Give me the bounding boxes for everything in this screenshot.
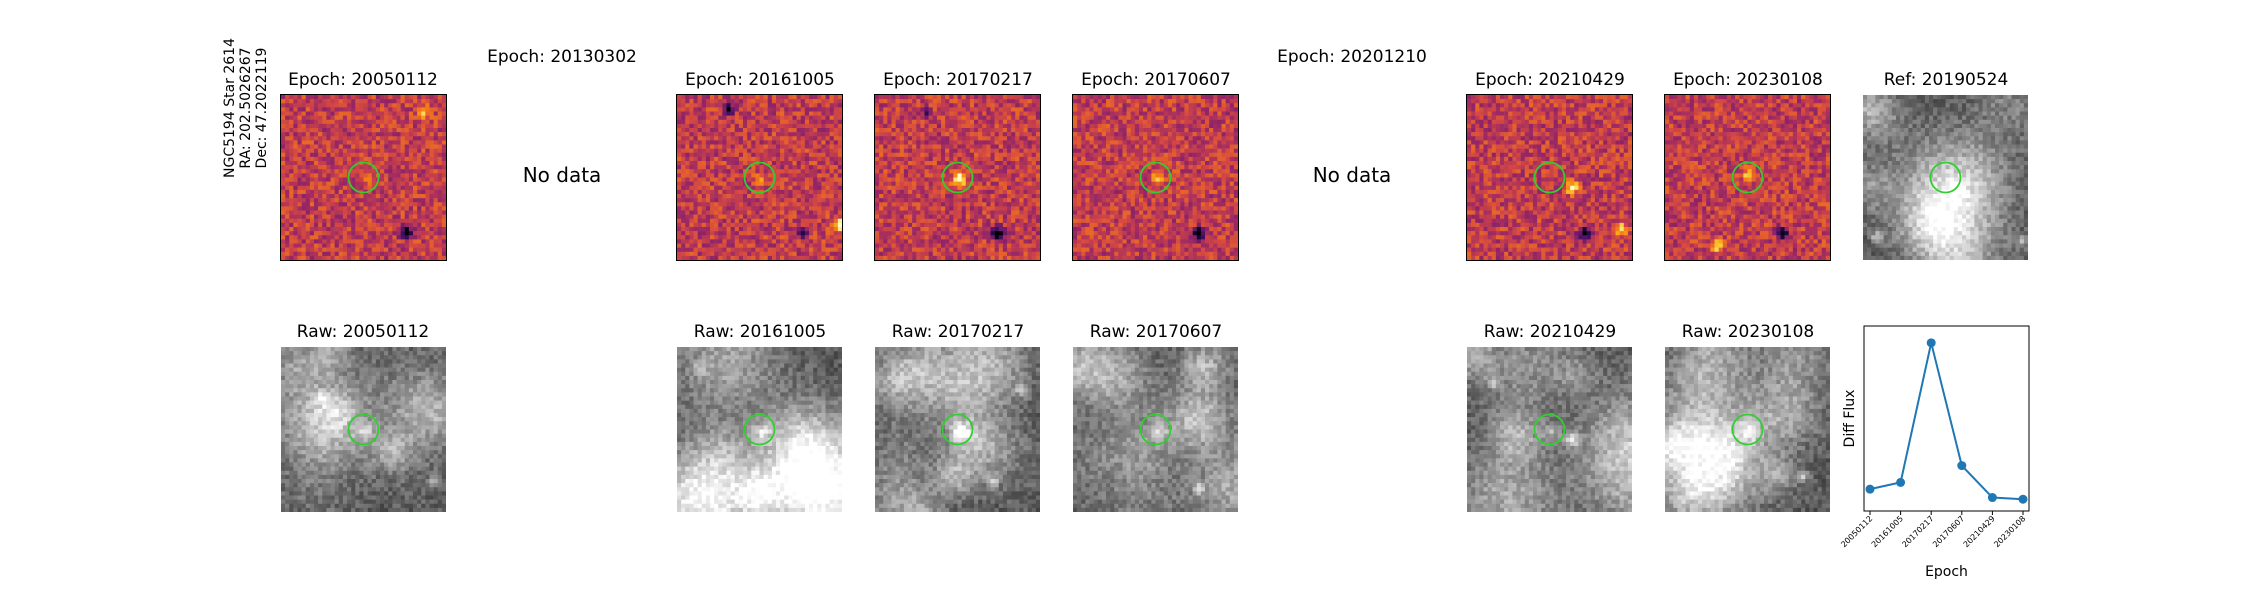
diff-title-5: Epoch: 20170607 xyxy=(1081,70,1231,90)
aperture-circle xyxy=(1533,161,1566,194)
aperture-circle xyxy=(743,161,776,194)
raw-image-20161005 xyxy=(677,347,842,512)
x-tick-label-20170607: 20170607 xyxy=(1931,514,1966,549)
plot-frame xyxy=(1863,325,2030,512)
aperture-circle xyxy=(941,161,974,194)
pixel-grid xyxy=(677,95,842,260)
raw-title-4: Raw: 20170607 xyxy=(1090,322,1223,342)
light-curve-chart: 2005011220161005201702172017060720210429… xyxy=(1839,325,2030,580)
target-dec: Dec: 47.2022119 xyxy=(254,38,270,178)
pixel-grid xyxy=(281,347,446,512)
diff-title-4: Epoch: 20170217 xyxy=(883,70,1033,90)
aperture-circle xyxy=(1533,413,1566,446)
series-line xyxy=(1869,342,2024,501)
diff-title-3: Epoch: 20161005 xyxy=(685,70,835,90)
raw-image-20170217 xyxy=(875,347,1040,512)
data-point-20210429 xyxy=(1987,493,1997,503)
diff-title-8: Epoch: 20230108 xyxy=(1673,70,1823,90)
x-tick-label-20050112: 20050112 xyxy=(1839,514,1874,549)
ref-image-20190524 xyxy=(1863,95,2028,260)
aperture-circle xyxy=(347,161,380,194)
diff-image-20210429 xyxy=(1466,94,1633,261)
pixel-grid xyxy=(1467,95,1632,260)
target-name: NGC5194 Star 2614 xyxy=(222,38,238,178)
diff-title-6: Epoch: 20201210 xyxy=(1277,47,1427,67)
raw-title-2: Raw: 20161005 xyxy=(694,322,827,342)
diff-image-20161005 xyxy=(676,94,843,261)
aperture-circle xyxy=(1929,161,1962,194)
pixel-grid xyxy=(1863,95,2028,260)
aperture-circle xyxy=(1139,413,1172,446)
aperture-circle xyxy=(347,413,380,446)
data-point-20050112 xyxy=(1865,484,1875,494)
pixel-grid xyxy=(1665,95,1830,260)
data-point-20230108 xyxy=(2018,494,2028,504)
x-tick-label-20161005: 20161005 xyxy=(1870,514,1905,549)
diff-image-20170217 xyxy=(874,94,1041,261)
pixel-grid xyxy=(677,347,842,512)
pixel-grid xyxy=(1665,347,1830,512)
target-ra: RA: 202.5026267 xyxy=(238,38,254,178)
pixel-grid xyxy=(1467,347,1632,512)
raw-image-20050112 xyxy=(281,347,446,512)
diff-title-2: Epoch: 20130302 xyxy=(487,47,637,67)
diff-image-20050112 xyxy=(280,94,447,261)
raw-image-20210429 xyxy=(1467,347,1632,512)
x-axis-label: Epoch xyxy=(1925,564,1968,580)
pixel-grid xyxy=(875,95,1040,260)
raw-title-5: Raw: 20210429 xyxy=(1484,322,1617,342)
pixel-grid xyxy=(1073,95,1238,260)
no-data-20201210: No data xyxy=(1313,163,1392,187)
pixel-grid xyxy=(1073,347,1238,512)
aperture-circle xyxy=(1731,161,1764,194)
pixel-grid xyxy=(875,347,1040,512)
aperture-circle xyxy=(941,413,974,446)
raw-title-1: Raw: 20050112 xyxy=(297,322,430,342)
x-tick-label-20210429: 20210429 xyxy=(1962,514,1997,549)
aperture-circle xyxy=(743,413,776,446)
raw-title-3: Raw: 20170217 xyxy=(892,322,1025,342)
y-axis-label: Diff Flux xyxy=(1842,390,1858,448)
raw-image-20230108 xyxy=(1665,347,1830,512)
x-tick-label-20230108: 20230108 xyxy=(1992,514,2027,549)
aperture-circle xyxy=(1731,413,1764,446)
data-point-20161005 xyxy=(1896,477,1906,487)
pixel-grid xyxy=(281,95,446,260)
diff-image-20170607 xyxy=(1072,94,1239,261)
no-data-20130302: No data xyxy=(523,163,602,187)
data-point-20170217 xyxy=(1926,338,1936,348)
diff-title-7: Epoch: 20210429 xyxy=(1475,70,1625,90)
diff-title-1: Epoch: 20050112 xyxy=(288,70,438,90)
raw-title-6: Raw: 20230108 xyxy=(1682,322,1815,342)
aperture-circle xyxy=(1139,161,1172,194)
ref-title: Ref: 20190524 xyxy=(1884,70,2009,90)
x-tick-label-20170217: 20170217 xyxy=(1900,514,1935,549)
raw-image-20170607 xyxy=(1073,347,1238,512)
target-label: NGC5194 Star 2614 RA: 202.5026267 Dec: 4… xyxy=(222,38,270,178)
data-point-20170607 xyxy=(1957,461,1967,471)
diff-image-20230108 xyxy=(1664,94,1831,261)
